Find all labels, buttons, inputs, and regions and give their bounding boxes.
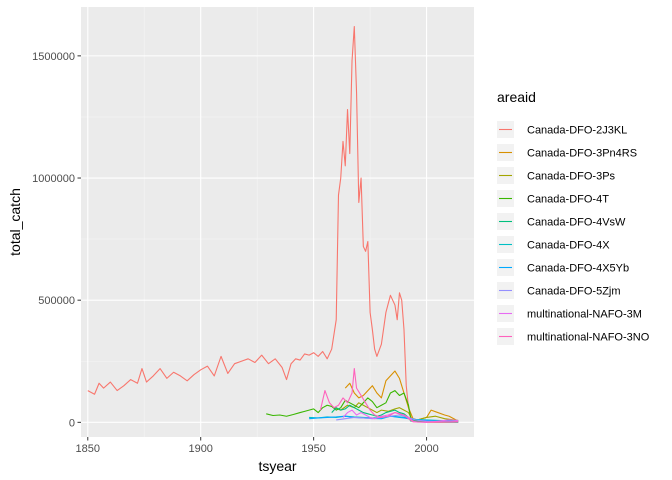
legend-item: Canada-DFO-5Zjm [497,282,621,299]
legend-label: Canada-DFO-4X [527,240,610,252]
grid-lines [81,7,474,437]
legend-item: Canada-DFO-4X5Yb [497,259,629,276]
legend-label: Canada-DFO-2J3KL [527,125,627,137]
legend-item: multinational-NAFO-3NO [497,328,650,345]
legend-item: Canada-DFO-3Ps [497,167,616,184]
legend-label: Canada-DFO-3Ps [527,171,616,183]
legend-label: Canada-DFO-4T [527,194,609,206]
y-tick-label: 1500000 [32,51,75,63]
y-axis-title: total_catch [7,188,23,256]
y-tick-label: 1000000 [32,173,75,185]
legend-label: multinational-NAFO-3M [527,309,642,321]
x-axis-title: tsyear [258,458,296,474]
legend: areaid Canada-DFO-2J3KL Canada-DFO-3Pn4RS… [497,89,650,345]
legend-title: areaid [497,89,536,105]
x-tick-label: 1950 [301,443,325,455]
legend-label: Canada-DFO-3Pn4RS [527,148,637,160]
x-axis-ticks: 1850 1900 1950 2000 [76,437,439,455]
y-axis-ticks: 0 500000 1000000 1500000 [32,51,81,429]
legend-item: Canada-DFO-4X [497,236,610,253]
legend-label: Canada-DFO-4X5Yb [527,263,629,275]
legend-item: Canada-DFO-3Pn4RS [497,144,637,161]
series-lines [87,25,459,423]
series-line [87,25,459,423]
plot-background [81,7,474,437]
x-tick-label: 1850 [76,443,100,455]
legend-item: multinational-NAFO-3M [497,305,642,322]
x-tick-label: 1900 [188,443,212,455]
legend-label: Canada-DFO-5Zjm [527,286,621,298]
legend-label: multinational-NAFO-3NO [527,332,650,344]
legend-item: Canada-DFO-2J3KL [497,121,627,138]
legend-item: Canada-DFO-4VsW [497,213,626,230]
legend-label: Canada-DFO-4VsW [527,217,626,229]
y-tick-label: 0 [69,417,75,429]
series-line [266,390,459,423]
y-tick-label: 500000 [38,295,75,307]
series-line [319,368,459,423]
x-tick-label: 2000 [414,443,438,455]
legend-item: Canada-DFO-4T [497,190,609,207]
series-line [309,415,459,423]
series-line [333,402,459,422]
